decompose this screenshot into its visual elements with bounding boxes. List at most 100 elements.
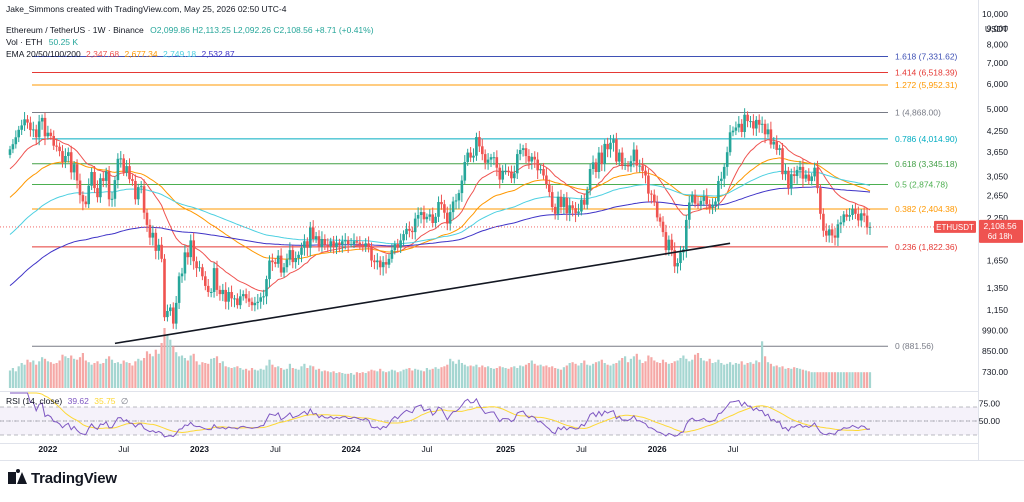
candle-body[interactable] (562, 197, 566, 207)
candle-body[interactable] (224, 289, 227, 302)
candle-body[interactable] (230, 292, 233, 299)
candle-body[interactable] (64, 156, 67, 162)
candle-body[interactable] (734, 127, 738, 131)
candle-body[interactable] (760, 123, 764, 125)
candle-body[interactable] (294, 258, 297, 263)
candle-body[interactable] (139, 186, 143, 188)
candle-body[interactable] (498, 167, 502, 180)
candle-body[interactable] (428, 214, 432, 217)
candle-body[interactable] (416, 215, 420, 219)
candle-body[interactable] (693, 195, 697, 204)
candle-body[interactable] (408, 228, 411, 231)
candle-body[interactable] (699, 200, 703, 205)
candle-body[interactable] (463, 162, 467, 181)
candle-body[interactable] (110, 198, 114, 200)
candle-body[interactable] (825, 230, 828, 236)
candle-body[interactable] (300, 247, 303, 255)
candle-body[interactable] (332, 241, 335, 248)
candle-body[interactable] (172, 307, 175, 324)
candle-body[interactable] (667, 239, 671, 251)
candle-body[interactable] (131, 179, 134, 181)
candle-body[interactable] (860, 213, 863, 221)
candle-body[interactable] (443, 204, 446, 213)
candle-body[interactable] (556, 196, 560, 214)
candle-body[interactable] (685, 219, 688, 250)
candle-body[interactable] (17, 129, 20, 138)
candle-body[interactable] (857, 213, 860, 221)
candle-body[interactable] (268, 260, 271, 280)
candle-body[interactable] (792, 174, 796, 176)
candle-body[interactable] (542, 169, 545, 176)
candle-body[interactable] (390, 250, 394, 259)
candle-body[interactable] (720, 178, 723, 181)
candle-body[interactable] (574, 208, 577, 214)
candle-body[interactable] (157, 244, 160, 251)
candle-body[interactable] (311, 227, 315, 240)
symbol-price-tag[interactable] (934, 220, 976, 233)
volume-label[interactable]: Vol · ETH (6, 37, 43, 47)
candle-body[interactable] (346, 240, 350, 244)
candle-body[interactable] (75, 164, 79, 181)
candle-body[interactable] (746, 114, 749, 122)
candle-body[interactable] (215, 268, 219, 290)
candle-body[interactable] (204, 276, 207, 286)
candle-body[interactable] (11, 144, 15, 150)
symbol-name[interactable]: Ethereum / TetherUS · 1W · Binance (6, 25, 144, 35)
candle-body[interactable] (192, 240, 195, 262)
candle-body[interactable] (104, 171, 108, 181)
candle-body[interactable] (705, 196, 708, 205)
candle-body[interactable] (361, 244, 364, 247)
ema20-line[interactable] (9, 137, 871, 292)
candle-body[interactable] (40, 117, 44, 122)
candle-body[interactable] (798, 166, 802, 170)
candle-body[interactable] (265, 279, 268, 297)
candle-body[interactable] (247, 298, 251, 302)
candle-body[interactable] (396, 244, 399, 248)
candle-body[interactable] (673, 250, 676, 267)
candle-body[interactable] (46, 132, 50, 137)
candle-body[interactable] (790, 174, 793, 189)
candle-body[interactable] (728, 132, 732, 153)
candle-body[interactable] (466, 152, 469, 162)
candle-body[interactable] (373, 260, 376, 263)
candle-body[interactable] (757, 119, 761, 125)
candle-body[interactable] (533, 156, 536, 160)
candle-body[interactable] (102, 178, 105, 181)
candle-body[interactable] (177, 276, 181, 303)
candle-body[interactable] (142, 186, 146, 213)
candle-body[interactable] (714, 201, 717, 205)
candle-body[interactable] (52, 136, 55, 146)
candle-body[interactable] (816, 167, 819, 189)
candle-body[interactable] (198, 267, 201, 269)
candle-body[interactable] (29, 122, 32, 131)
candle-body[interactable] (833, 235, 837, 238)
ema100-line[interactable] (9, 170, 871, 245)
candle-body[interactable] (338, 242, 341, 245)
candle-body[interactable] (250, 301, 254, 306)
candle-body[interactable] (384, 262, 388, 265)
candle-body[interactable] (635, 149, 639, 166)
candle-body[interactable] (615, 139, 618, 162)
candle-body[interactable] (510, 171, 513, 179)
candle-body[interactable] (737, 123, 741, 128)
candle-body[interactable] (676, 263, 679, 267)
candle-body[interactable] (670, 239, 674, 251)
candle-body[interactable] (836, 224, 840, 238)
candle-body[interactable] (367, 243, 370, 247)
candle-body[interactable] (212, 268, 216, 292)
candle-body[interactable] (827, 229, 831, 236)
candle-body[interactable] (504, 170, 507, 172)
candle-body[interactable] (282, 267, 286, 273)
candle-body[interactable] (256, 301, 260, 303)
candle-body[interactable] (862, 213, 866, 216)
candle-body[interactable] (804, 174, 808, 179)
candle-body[interactable] (81, 195, 85, 202)
candle-body[interactable] (521, 148, 525, 150)
candle-body[interactable] (26, 119, 29, 123)
candle-body[interactable] (495, 157, 499, 168)
candle-body[interactable] (326, 244, 330, 247)
candle-body[interactable] (492, 157, 496, 159)
candle-body[interactable] (262, 296, 265, 298)
candle-body[interactable] (446, 212, 449, 224)
